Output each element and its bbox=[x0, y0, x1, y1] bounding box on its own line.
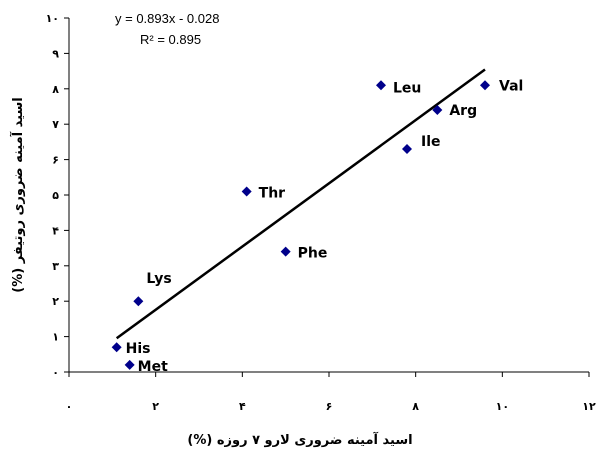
x-tick-label: ۱۰ bbox=[496, 400, 509, 413]
point-label: His bbox=[126, 341, 151, 357]
points-layer: His Met Lys Thr Phe Leu Ile Arg Val bbox=[111, 78, 523, 375]
trendline-layer bbox=[115, 68, 486, 340]
point-marker bbox=[133, 296, 144, 307]
point-marker bbox=[432, 105, 443, 116]
point-marker bbox=[376, 80, 386, 91]
y-tick-label: ۵ bbox=[52, 189, 59, 202]
point-label: Val bbox=[499, 78, 523, 94]
y-tick-label: ۴ bbox=[52, 224, 59, 237]
point-marker bbox=[480, 80, 490, 91]
x-tick-label: ۸ bbox=[412, 400, 419, 413]
x-tick-label: ۶ bbox=[326, 400, 333, 413]
y-tick-label: ۶ bbox=[52, 154, 59, 167]
x-tick-label: ۴ bbox=[239, 400, 246, 413]
y-tick-label: ۷ bbox=[52, 118, 59, 131]
x-tick-label: ۱۲ bbox=[582, 400, 596, 413]
point-marker bbox=[111, 342, 122, 353]
y-tick-label: ۹ bbox=[52, 47, 59, 60]
point-label: Ile bbox=[421, 134, 441, 150]
point-label: Leu bbox=[393, 80, 421, 96]
y-tick-label: ۲ bbox=[52, 295, 59, 308]
y-tick-label: ۳ bbox=[52, 260, 59, 273]
point-label: Met bbox=[138, 359, 168, 375]
point-label: Arg bbox=[449, 103, 477, 119]
y-tick-label: ۱ bbox=[52, 331, 59, 344]
point-label: Phe bbox=[298, 246, 328, 262]
point-marker bbox=[402, 143, 412, 154]
y-tick-label: ۸ bbox=[52, 83, 59, 96]
y-tick-label: ۰ bbox=[52, 366, 59, 379]
point-label: Lys bbox=[146, 271, 171, 287]
point-marker bbox=[241, 186, 252, 197]
x-tick-label: ۰ bbox=[66, 400, 73, 413]
point-label: Thr bbox=[259, 185, 286, 201]
x-axis-title: اسید آمینه ضروری لارو ۷ روزه (%) bbox=[187, 431, 412, 448]
regression-equation: y = 0.893x - 0.028 bbox=[115, 11, 219, 26]
point-marker bbox=[280, 246, 291, 257]
r-squared-label: R² = 0.895 bbox=[140, 32, 201, 47]
y-tick-label: ۱۰ bbox=[46, 12, 59, 25]
trendline bbox=[115, 68, 486, 340]
x-tick-label: ۲ bbox=[152, 400, 159, 413]
y-axis-title: اسید آمینه ضروری روتیفر (%) bbox=[9, 97, 26, 292]
point-marker bbox=[124, 359, 135, 370]
